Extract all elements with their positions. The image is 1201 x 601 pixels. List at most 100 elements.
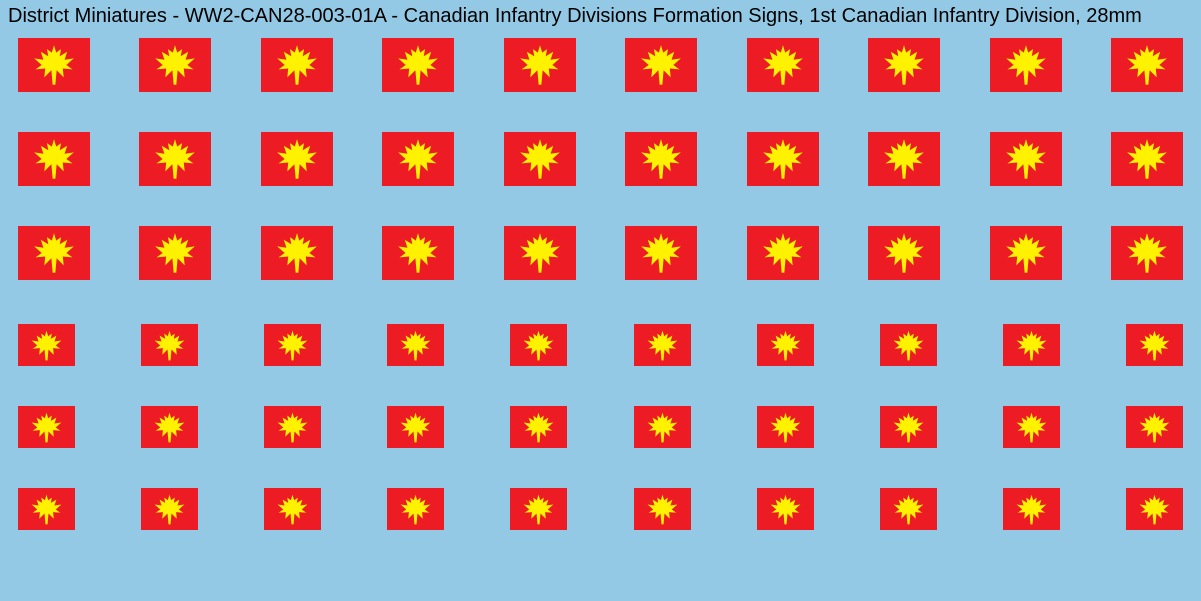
- maple-leaf-icon: [639, 43, 683, 87]
- maple-leaf-icon: [30, 411, 63, 444]
- formation-sign-patch: [757, 324, 814, 366]
- formation-sign-patch: [18, 132, 90, 186]
- maple-leaf-icon: [892, 493, 925, 526]
- maple-leaf-icon: [639, 137, 683, 181]
- formation-sign-patch: [18, 38, 90, 92]
- formation-sign-patch: [382, 132, 454, 186]
- maple-leaf-icon: [1015, 493, 1048, 526]
- maple-leaf-icon: [892, 329, 925, 362]
- formation-sign-patch: [18, 324, 75, 366]
- patch-row: [0, 406, 1201, 448]
- maple-leaf-icon: [1138, 411, 1171, 444]
- formation-sign-patch: [1003, 488, 1060, 530]
- formation-sign-patch: [1003, 406, 1060, 448]
- formation-sign-patch: [990, 38, 1062, 92]
- formation-sign-patch: [18, 406, 75, 448]
- maple-leaf-icon: [646, 493, 679, 526]
- formation-sign-patch: [261, 38, 333, 92]
- formation-sign-patch: [139, 132, 211, 186]
- maple-leaf-icon: [518, 43, 562, 87]
- patch-row: [0, 38, 1201, 92]
- formation-sign-patch: [264, 406, 321, 448]
- maple-leaf-icon: [275, 137, 319, 181]
- formation-sign-patch: [880, 324, 937, 366]
- maple-leaf-icon: [1004, 43, 1048, 87]
- maple-leaf-icon: [769, 411, 802, 444]
- formation-sign-patch: [868, 132, 940, 186]
- formation-sign-patch: [510, 324, 567, 366]
- maple-leaf-icon: [396, 43, 440, 87]
- maple-leaf-icon: [276, 493, 309, 526]
- formation-sign-patch: [990, 226, 1062, 280]
- formation-sign-patch: [1111, 38, 1183, 92]
- patch-grid: [0, 38, 1201, 530]
- formation-sign-patch: [261, 226, 333, 280]
- formation-sign-patch: [868, 226, 940, 280]
- maple-leaf-icon: [1125, 137, 1169, 181]
- maple-leaf-icon: [153, 329, 186, 362]
- patch-row: [0, 488, 1201, 530]
- formation-sign-patch: [990, 132, 1062, 186]
- formation-sign-patch: [634, 406, 691, 448]
- formation-sign-patch: [264, 488, 321, 530]
- maple-leaf-icon: [275, 231, 319, 275]
- maple-leaf-icon: [276, 411, 309, 444]
- maple-leaf-icon: [396, 231, 440, 275]
- maple-leaf-icon: [275, 43, 319, 87]
- formation-sign-patch: [261, 132, 333, 186]
- maple-leaf-icon: [1004, 137, 1048, 181]
- patch-row: [0, 324, 1201, 366]
- formation-sign-patch: [382, 226, 454, 280]
- formation-sign-patch: [625, 226, 697, 280]
- formation-sign-patch: [625, 38, 697, 92]
- formation-sign-patch: [747, 132, 819, 186]
- maple-leaf-icon: [882, 43, 926, 87]
- maple-leaf-icon: [153, 493, 186, 526]
- formation-sign-patch: [747, 38, 819, 92]
- maple-leaf-icon: [769, 329, 802, 362]
- formation-sign-patch: [139, 38, 211, 92]
- patch-row: [0, 226, 1201, 280]
- maple-leaf-icon: [1015, 329, 1048, 362]
- maple-leaf-icon: [882, 137, 926, 181]
- formation-sign-patch: [510, 488, 567, 530]
- formation-sign-patch: [387, 488, 444, 530]
- formation-sign-patch: [868, 38, 940, 92]
- decal-sheet: District Miniatures - WW2-CAN28-003-01A …: [0, 0, 1201, 601]
- patch-row: [0, 132, 1201, 186]
- maple-leaf-icon: [30, 493, 63, 526]
- formation-sign-patch: [634, 324, 691, 366]
- formation-sign-patch: [382, 38, 454, 92]
- maple-leaf-icon: [1138, 493, 1171, 526]
- maple-leaf-icon: [518, 231, 562, 275]
- formation-sign-patch: [1003, 324, 1060, 366]
- formation-sign-patch: [747, 226, 819, 280]
- maple-leaf-icon: [399, 493, 432, 526]
- formation-sign-patch: [757, 406, 814, 448]
- formation-sign-patch: [504, 226, 576, 280]
- maple-leaf-icon: [1015, 411, 1048, 444]
- maple-leaf-icon: [882, 231, 926, 275]
- formation-sign-patch: [141, 324, 198, 366]
- maple-leaf-icon: [646, 329, 679, 362]
- maple-leaf-icon: [1138, 329, 1171, 362]
- formation-sign-patch: [139, 226, 211, 280]
- maple-leaf-icon: [639, 231, 683, 275]
- maple-leaf-icon: [522, 329, 555, 362]
- maple-leaf-icon: [30, 329, 63, 362]
- maple-leaf-icon: [761, 137, 805, 181]
- maple-leaf-icon: [399, 329, 432, 362]
- formation-sign-patch: [504, 132, 576, 186]
- maple-leaf-icon: [276, 329, 309, 362]
- maple-leaf-icon: [522, 493, 555, 526]
- formation-sign-patch: [880, 488, 937, 530]
- maple-leaf-icon: [32, 43, 76, 87]
- formation-sign-patch: [387, 406, 444, 448]
- formation-sign-patch: [625, 132, 697, 186]
- formation-sign-patch: [880, 406, 937, 448]
- maple-leaf-icon: [32, 137, 76, 181]
- maple-leaf-icon: [769, 493, 802, 526]
- maple-leaf-icon: [518, 137, 562, 181]
- formation-sign-patch: [18, 488, 75, 530]
- maple-leaf-icon: [1004, 231, 1048, 275]
